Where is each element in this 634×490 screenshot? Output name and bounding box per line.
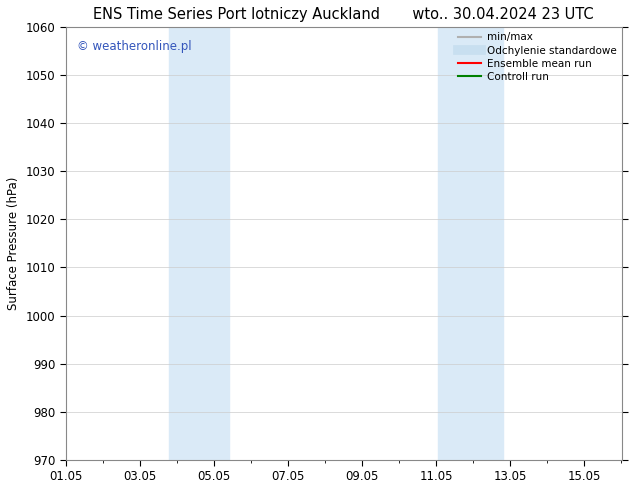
Legend: min/max, Odchylenie standardowe, Ensemble mean run, Controll run: min/max, Odchylenie standardowe, Ensembl… — [455, 29, 619, 85]
Text: © weatheronline.pl: © weatheronline.pl — [77, 40, 191, 53]
Y-axis label: Surface Pressure (hPa): Surface Pressure (hPa) — [7, 177, 20, 310]
Bar — [169, 27, 229, 460]
Title: ENS Time Series Port lotniczy Auckland       wto.. 30.04.2024 23 UTC: ENS Time Series Port lotniczy Auckland w… — [93, 7, 594, 22]
Bar — [438, 27, 503, 460]
